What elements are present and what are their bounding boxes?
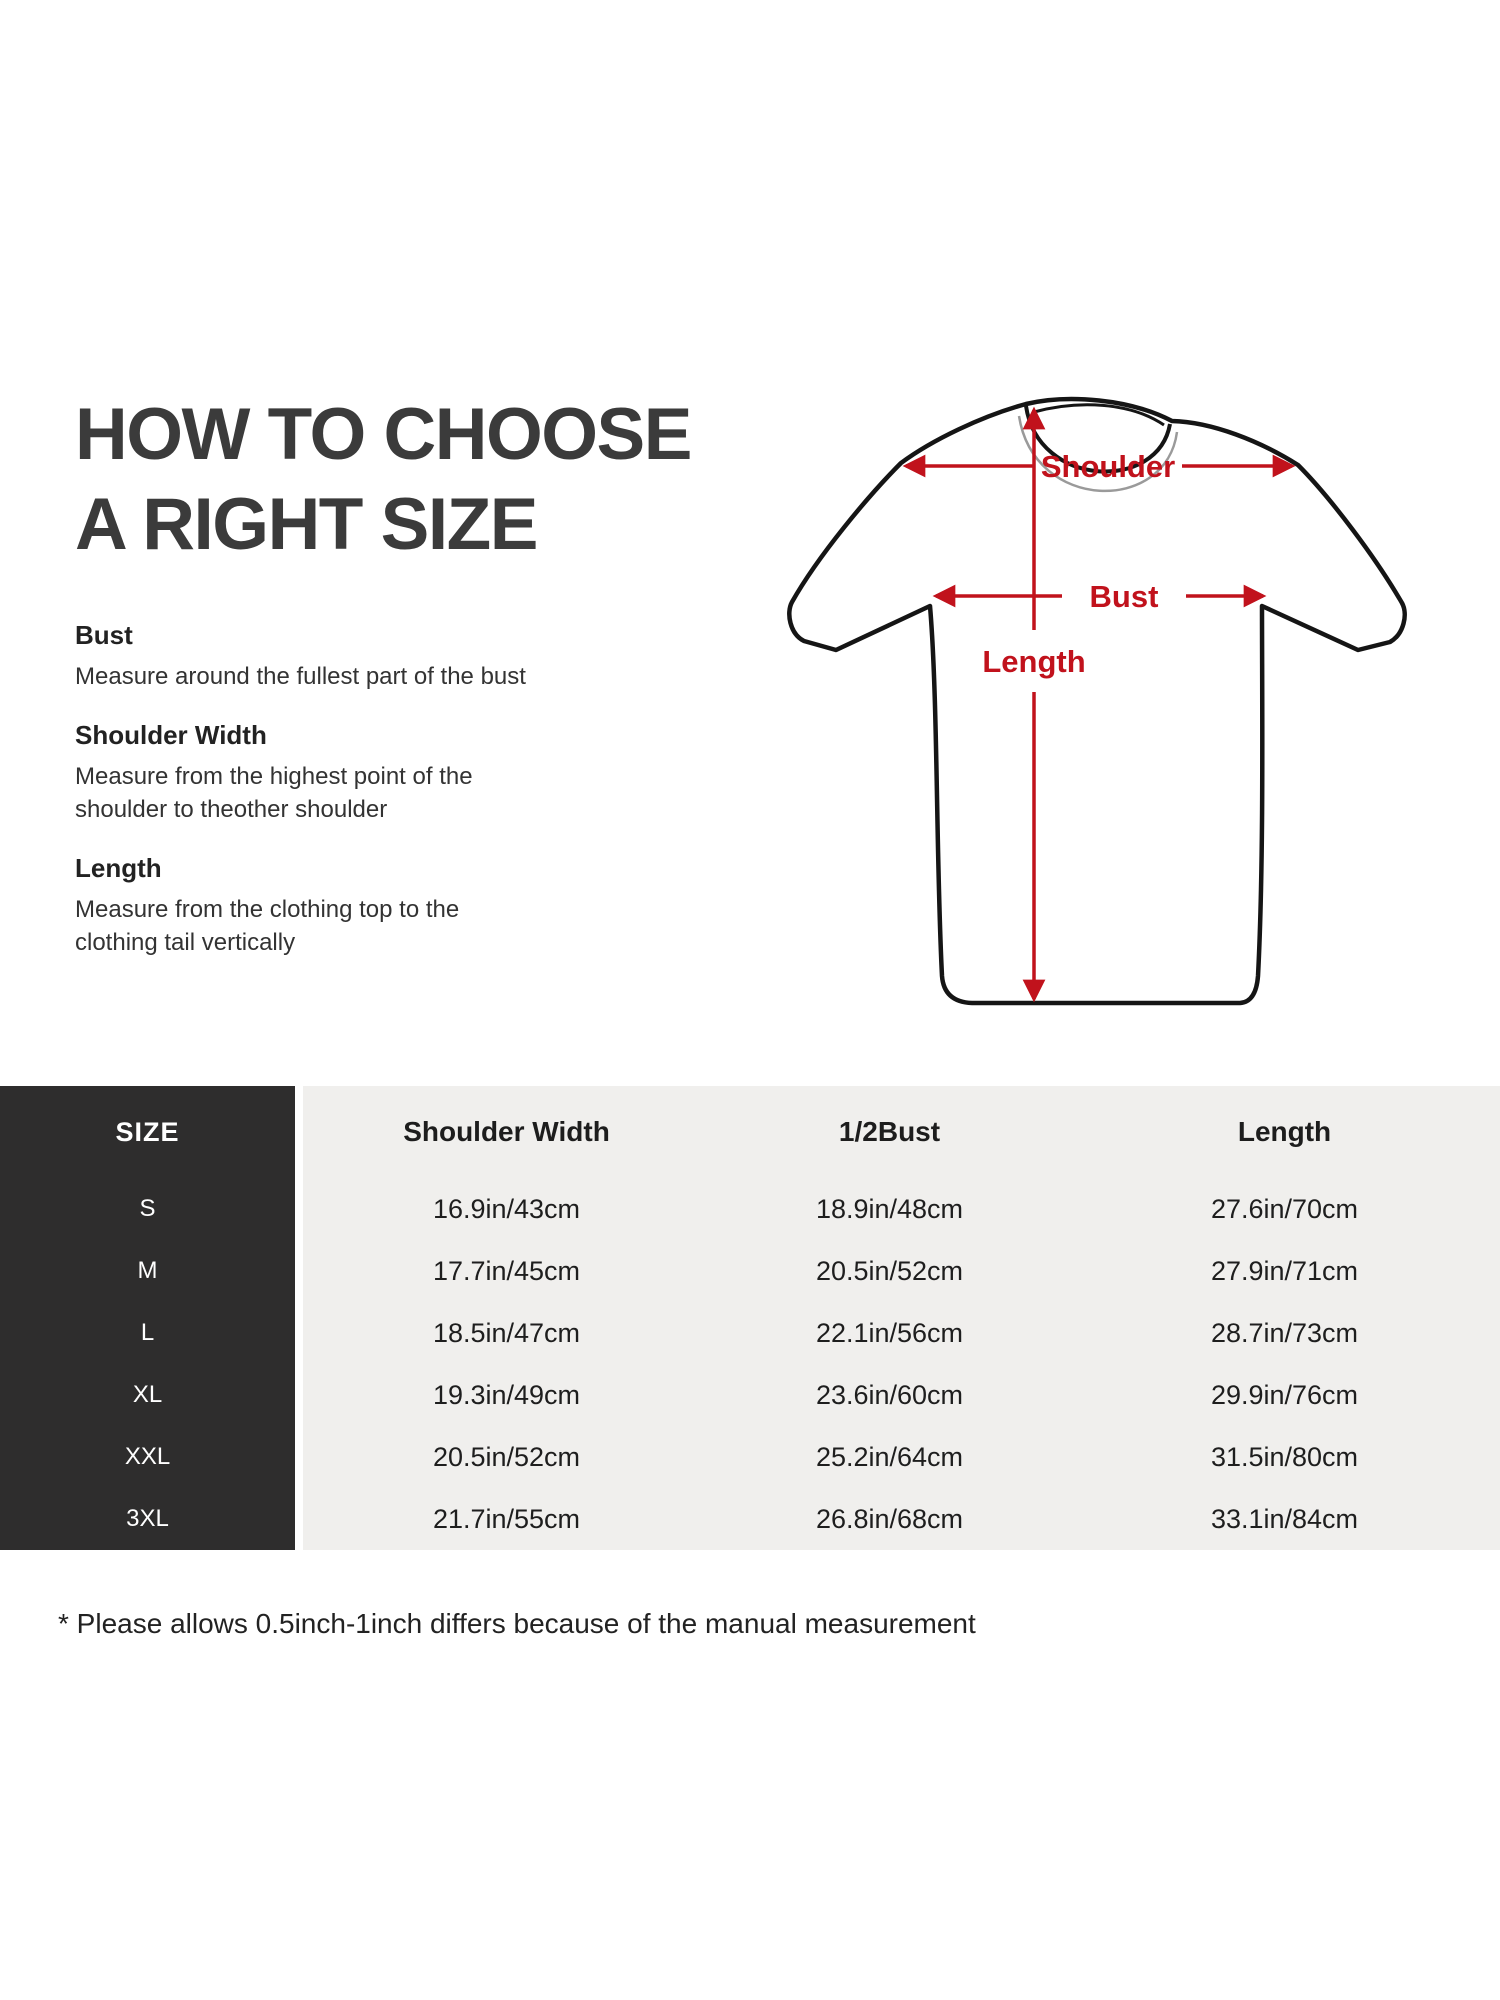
length-label: Length xyxy=(982,644,1085,679)
half-bust-cell: 20.5in/52cm xyxy=(815,1255,964,1286)
half-bust-cell: 26.8in/68cm xyxy=(815,1503,964,1534)
instruction-text: Measure around the fullest part of the b… xyxy=(75,663,526,690)
size-column-background xyxy=(0,1086,295,1550)
bust-label: Bust xyxy=(1090,579,1159,614)
length-cell: 28.7in/73cm xyxy=(1210,1317,1359,1348)
shoulder-width-cell: 20.5in/52cm xyxy=(432,1441,581,1472)
column-gap xyxy=(295,1302,303,1364)
length-cell: 27.6in/70cm xyxy=(1210,1193,1359,1224)
instruction-text: Measure from the clothing top to the xyxy=(75,896,460,923)
table-row: L 18.5in/47cm 22.1in/56cm 28.7in/73cm xyxy=(0,1302,1500,1364)
column-gap xyxy=(295,1240,303,1302)
table-header-row: SIZE Shoulder Width 1/2Bust Length xyxy=(0,1086,1500,1178)
length-cell: 29.9in/76cm xyxy=(1210,1379,1359,1410)
half-bust-cell: 23.6in/60cm xyxy=(815,1379,964,1410)
column-header-shoulder-width: Shoulder Width xyxy=(403,1116,610,1147)
shoulder-width-cell: 21.7in/55cm xyxy=(432,1503,581,1534)
half-bust-cell: 25.2in/64cm xyxy=(815,1441,964,1472)
shoulder-width-cell: 17.7in/45cm xyxy=(432,1255,581,1286)
shoulder-width-cell: 16.9in/43cm xyxy=(432,1193,581,1224)
instruction-shoulder-width: Shoulder Width Measure from the highest … xyxy=(75,720,595,826)
table-row: S 16.9in/43cm 18.9in/48cm 27.6in/70cm xyxy=(0,1178,1500,1240)
size-cell: XL xyxy=(132,1381,163,1408)
instruction-text: shoulder to theother shoulder xyxy=(75,796,388,823)
column-gap xyxy=(295,1364,303,1426)
table-row: XL 19.3in/49cm 23.6in/60cm 29.9in/76cm xyxy=(0,1364,1500,1426)
table-row: XXL 20.5in/52cm 25.2in/64cm 31.5in/80cm xyxy=(0,1426,1500,1488)
page-title-line-1: HOW TO CHOOSE xyxy=(75,394,692,475)
half-bust-cell: 18.9in/48cm xyxy=(815,1193,964,1224)
instruction-text: clothing tail vertically xyxy=(75,929,296,956)
half-bust-cell: 22.1in/56cm xyxy=(815,1317,964,1348)
instruction-text: Measure from the highest point of the xyxy=(75,763,473,790)
table-background xyxy=(303,1086,1500,1550)
shoulder-label: Shoulder xyxy=(1041,449,1175,484)
length-cell: 31.5in/80cm xyxy=(1210,1441,1359,1472)
size-table: SIZE Shoulder Width 1/2Bust Length S 16.… xyxy=(0,1086,1500,1550)
size-cell: XXL xyxy=(124,1443,171,1470)
column-header-half-bust: 1/2Bust xyxy=(838,1116,941,1147)
measurement-instructions: Bust Measure around the fullest part of … xyxy=(75,620,595,986)
table-row: 3XL 21.7in/55cm 26.8in/68cm 33.1in/84cm xyxy=(0,1488,1500,1550)
instruction-bust: Bust Measure around the fullest part of … xyxy=(75,620,595,693)
instruction-heading: Length xyxy=(75,853,162,883)
column-header-length: Length xyxy=(1237,1116,1332,1147)
size-cell: 3XL xyxy=(126,1505,169,1532)
measurement-disclaimer: * Please allows 0.5inch-1inch differs be… xyxy=(58,1608,976,1639)
shoulder-width-cell: 18.5in/47cm xyxy=(432,1317,581,1348)
length-cell: 33.1in/84cm xyxy=(1210,1503,1359,1534)
column-gap xyxy=(295,1178,303,1240)
instruction-heading: Bust xyxy=(75,620,133,650)
instruction-heading: Shoulder Width xyxy=(75,720,267,750)
length-cell: 27.9in/71cm xyxy=(1210,1255,1359,1286)
shoulder-width-cell: 19.3in/49cm xyxy=(432,1379,581,1410)
collar-band-line xyxy=(1033,403,1165,427)
column-gap xyxy=(295,1488,303,1550)
column-gap xyxy=(295,1086,303,1178)
table-row: M 17.7in/45cm 20.5in/52cm 27.9in/71cm xyxy=(0,1240,1500,1302)
collar-shadow-arc xyxy=(1017,415,1179,492)
size-column-header: SIZE xyxy=(115,1116,180,1147)
page-title-line-2: A RIGHT SIZE xyxy=(75,484,538,565)
instruction-length: Length Measure from the clothing top to … xyxy=(75,853,595,959)
size-cell: M xyxy=(137,1257,158,1284)
column-gap xyxy=(295,1426,303,1488)
size-cell: S xyxy=(139,1195,156,1222)
tshirt-measure-diagram: Shoulder Bust Length xyxy=(787,396,1407,1006)
page-title: HOW TO CHOOSE A RIGHT SIZE xyxy=(75,390,735,570)
size-cell: L xyxy=(140,1319,155,1346)
